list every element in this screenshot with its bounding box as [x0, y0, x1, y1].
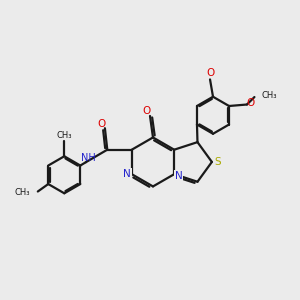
Text: N: N — [175, 171, 182, 181]
Text: O: O — [142, 106, 151, 116]
Text: O: O — [246, 98, 255, 108]
Text: CH₃: CH₃ — [262, 92, 278, 100]
Text: O: O — [98, 119, 106, 129]
Text: CH₃: CH₃ — [15, 188, 30, 196]
Text: O: O — [206, 68, 214, 79]
Text: NH: NH — [81, 153, 96, 163]
Text: CH₃: CH₃ — [56, 131, 72, 140]
Text: S: S — [214, 157, 220, 167]
Text: N: N — [123, 169, 131, 179]
